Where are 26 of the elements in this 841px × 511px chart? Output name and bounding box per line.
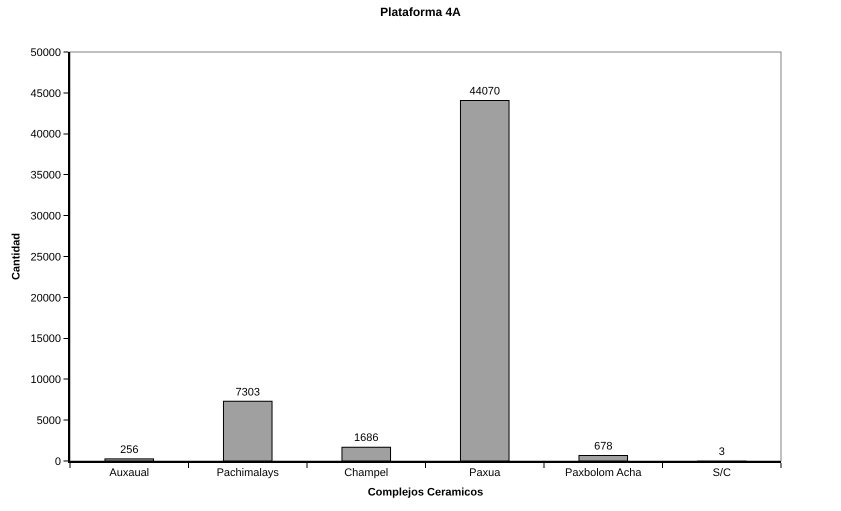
y-tick-label: 0 [54,456,62,468]
x-tick-label: Champel [344,466,388,479]
y-tick-label: 30000 [30,210,62,222]
y-tick-label: 45000 [30,88,62,100]
y-tick-label: 5000 [36,414,62,427]
x-tick-label: Paxua [469,466,502,479]
data-label: 256 [120,444,138,456]
x-tick-label: Paxbolom Acha [565,466,642,479]
x-axis-title: Complejos Ceramicos [368,486,484,499]
y-tick-label: 10000 [30,374,62,386]
data-label: 678 [594,440,612,452]
y-tick-label: 50000 [30,46,62,59]
data-label: 7303 [236,386,260,398]
x-tick-label: Auxaual [109,466,150,479]
x-tick-label: Pachimalays [216,466,280,479]
data-label: 1686 [354,432,378,444]
y-tick-label: 20000 [30,292,62,304]
data-label: 44070 [469,86,500,98]
chart-title: Plataforma 4A [380,5,462,20]
data-label: 3 [718,446,725,458]
y-tick-label: 15000 [30,333,62,346]
y-tick-label: 35000 [30,170,62,182]
y-axis-title: Cantidad [10,232,23,280]
y-tick-label: 25000 [30,251,62,264]
y-tick-label: 40000 [30,128,62,141]
x-tick-label: S/C [712,466,731,479]
